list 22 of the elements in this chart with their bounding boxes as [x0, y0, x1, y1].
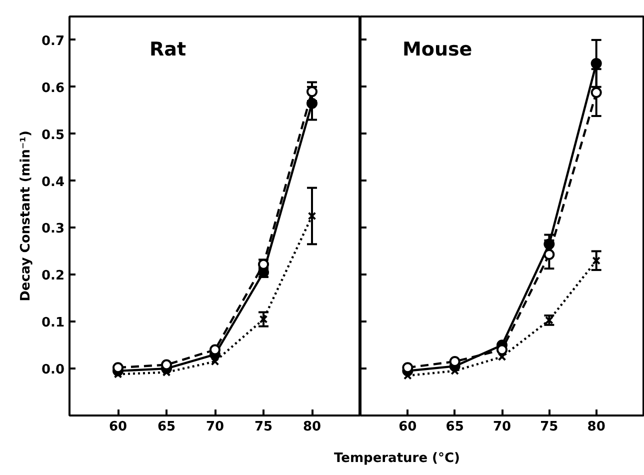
- x-axis-title: Temperature (°C): [334, 450, 460, 468]
- x-tick-label: 75: [540, 420, 558, 434]
- y-tick-label: 0.5: [41, 128, 64, 143]
- y-axis-title: Decay Constant (min⁻¹): [18, 130, 34, 302]
- y-tick-label: 0.2: [41, 268, 64, 284]
- x-tick-label: 75: [254, 420, 273, 434]
- y-tick-label: 0.1: [41, 316, 64, 331]
- x-tick-label: 65: [446, 420, 464, 434]
- x-tick-label: 65: [157, 420, 176, 434]
- text: Mouse: [402, 38, 472, 60]
- y-tick-label: 0.0: [41, 362, 64, 378]
- y-tick-label: 0.4: [41, 174, 64, 190]
- y-tick-label: 0.7: [41, 34, 64, 49]
- y-tick-label: 0.6: [41, 80, 64, 96]
- x-tick-label: 70: [492, 420, 512, 434]
- x-tick-label: 60: [108, 420, 128, 434]
- x-tick-label: 60: [398, 420, 417, 434]
- text: Rat: [150, 38, 186, 60]
- x-tick-label: 80: [302, 420, 322, 434]
- x-tick-label: 70: [206, 420, 224, 434]
- x-tick-label: 80: [587, 420, 606, 434]
- y-tick-label: 0.3: [41, 222, 64, 237]
